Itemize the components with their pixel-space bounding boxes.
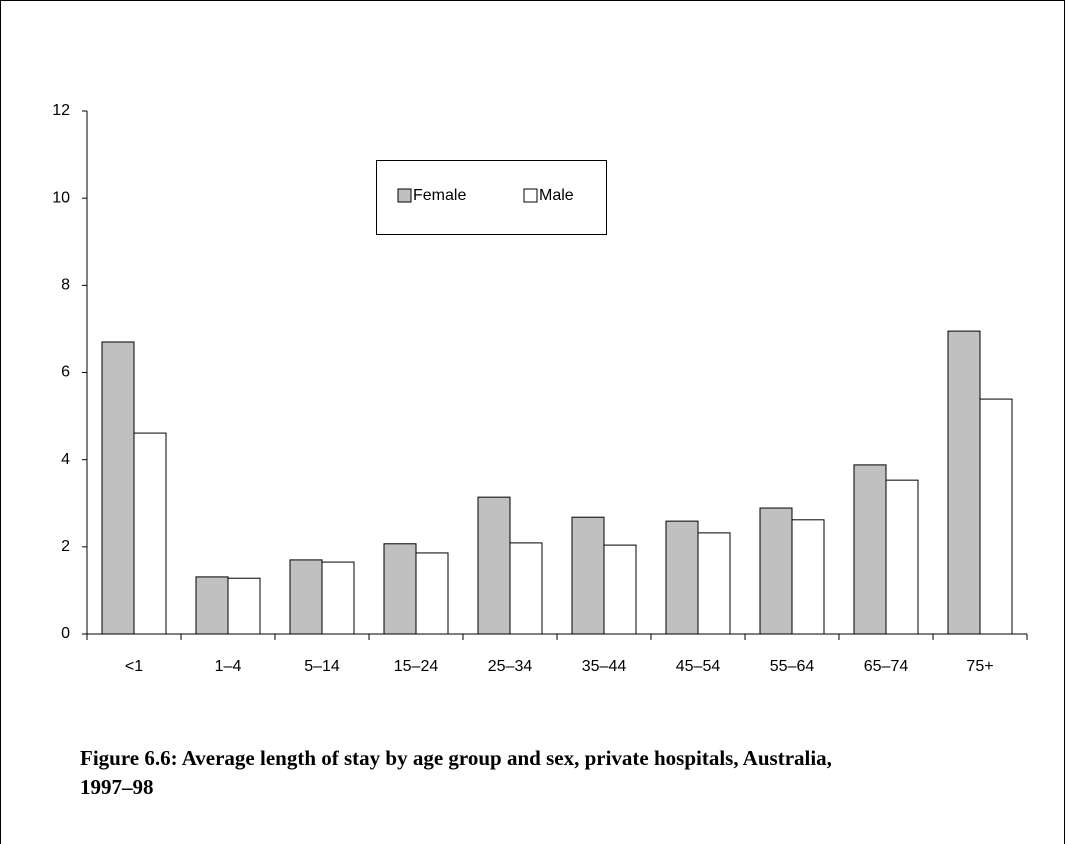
x-tick-label: 65–74 [864,658,909,675]
x-tick-label: 1–4 [215,658,242,675]
bar [947,330,981,635]
bar [665,520,699,635]
legend-label: Female [413,187,466,204]
x-tick-label: 55–64 [770,658,815,675]
bar [195,576,229,635]
bar [321,561,355,635]
y-tick-label: 0 [61,625,70,642]
legend-box [376,160,607,235]
bar [697,532,731,635]
legend-swatch [523,188,538,203]
x-tick-label: <1 [125,658,143,675]
bar [289,559,323,635]
chart-title: Figure 6.6: Average length of stay by ag… [80,746,832,799]
bar [603,544,637,635]
x-tick-label: 45–54 [676,658,721,675]
y-tick-label: 10 [52,189,70,206]
legend-label: Male [539,187,574,204]
y-tick-label: 12 [52,102,70,119]
x-tick-label: 25–34 [488,658,533,675]
bar [383,543,417,635]
bar [759,507,793,635]
legend-swatch [397,188,412,203]
y-tick-label: 6 [61,364,70,381]
bar [853,464,887,635]
bar [133,432,167,635]
y-tick-label: 8 [61,277,70,294]
bar [885,479,919,635]
bar [791,519,825,635]
bar [477,496,511,635]
bar [509,542,543,635]
x-tick-label: 5–14 [304,658,340,675]
x-tick-label: 15–24 [394,658,439,675]
x-tick-label: 75+ [966,658,993,675]
bar [227,577,261,635]
bar [571,516,605,635]
x-tick-label: 35–44 [582,658,627,675]
y-tick-label: 2 [61,538,70,555]
y-tick-label: 4 [61,451,70,468]
bar [415,552,449,635]
bar [979,398,1013,635]
bar [101,341,135,635]
